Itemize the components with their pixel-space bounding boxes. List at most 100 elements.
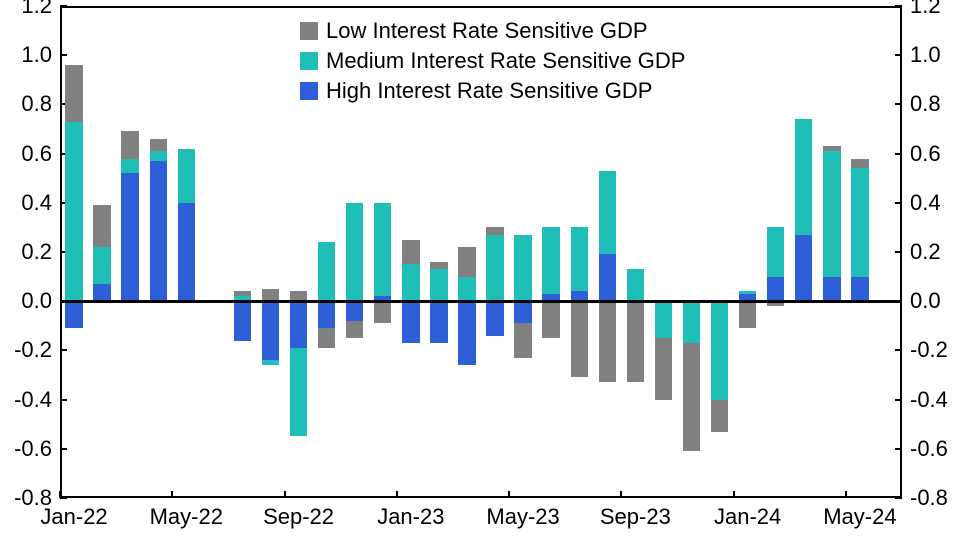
y-tick-right [895,448,902,450]
legend-label: Low Interest Rate Sensitive GDP [326,18,648,44]
legend-item: Medium Interest Rate Sensitive GDP [300,48,685,74]
bar-segment-high [599,254,616,301]
legend-item: Low Interest Rate Sensitive GDP [300,18,685,44]
bar-segment-medium [121,159,138,174]
bar-segment-medium [290,348,307,437]
bar-segment-high [65,301,82,328]
x-tick-label: May-23 [473,504,573,530]
y-tick-label-left: 1.2 [0,0,52,19]
bar-segment-medium [599,171,616,255]
bar-segment-medium [150,151,167,161]
y-tick-label-right: 0.2 [910,239,960,265]
x-tick [171,491,173,498]
bar-segment-high [234,301,251,340]
x-tick-label: May-24 [810,504,910,530]
bar-segment-medium [683,301,700,343]
bar-segment-medium [627,269,644,301]
bar-segment-low [683,343,700,451]
bar-segment-high [430,301,447,343]
bar-segment-medium [318,242,335,301]
bar-segment-medium [458,277,475,302]
bar-segment-high [346,301,363,321]
x-tick [845,491,847,498]
y-tick-label-left: 0.4 [0,190,52,216]
y-tick-left [60,399,67,401]
x-tick [59,491,61,498]
x-tick-label: Jan-24 [698,504,798,530]
y-tick-label-right: -0.6 [910,436,960,462]
x-tick [284,491,286,498]
bar-segment-low [627,301,644,382]
bar-segment-medium [851,168,868,276]
y-tick-right [895,153,902,155]
y-tick-left [60,349,67,351]
y-tick-right [895,5,902,7]
bar-segment-medium [486,235,503,301]
bar-segment-medium [514,235,531,301]
bar-segment-low [430,262,447,269]
bar-segment-high [486,301,503,335]
bar-segment-medium [402,264,419,301]
y-tick-label-right: -0.8 [910,485,960,511]
legend-swatch [300,82,318,100]
y-tick-left [60,448,67,450]
y-tick-label-left: -0.6 [0,436,52,462]
legend-label: Medium Interest Rate Sensitive GDP [326,48,685,74]
bar-segment-high [178,203,195,301]
y-tick-label-left: 0.0 [0,288,52,314]
y-tick-label-left: 0.8 [0,91,52,117]
bar-segment-low [121,131,138,158]
bar-segment-low [655,338,672,400]
bar-segment-medium [374,203,391,296]
bar-segment-low [711,400,728,432]
y-tick-label-left: 0.6 [0,141,52,167]
bar-segment-low [93,205,110,247]
y-tick-label-right: 0.0 [910,288,960,314]
bar-segment-medium [542,227,559,293]
zero-line [60,300,902,303]
y-tick-label-left: -0.4 [0,387,52,413]
chart-container: Low Interest Rate Sensitive GDP Medium In… [0,0,960,541]
y-tick-label-right: 0.4 [910,190,960,216]
x-tick-label: Sep-22 [249,504,349,530]
bar-segment-low [346,321,363,338]
bar-segment-medium [711,301,728,399]
legend-swatch [300,52,318,70]
bar-segment-low [458,247,475,277]
bar-segment-low [851,159,868,169]
bar-segment-medium [346,203,363,301]
axis-line [60,6,902,8]
bar-segment-high [150,161,167,301]
bar-segment-low [486,227,503,234]
bar-segment-high [121,173,138,301]
bar-segment-high [290,301,307,348]
bar-segment-low [374,301,391,323]
bar-segment-low [571,301,588,377]
y-tick-label-right: 1.2 [910,0,960,19]
y-tick-right [895,497,902,499]
bar-segment-low [739,301,756,328]
x-tick [733,491,735,498]
bar-segment-medium [739,291,756,293]
y-tick-right [895,202,902,204]
axis-line [60,496,902,498]
bar-segment-low [150,139,167,151]
bar-segment-medium [823,151,840,276]
bar-segment-low [542,301,559,338]
bar-segment-medium [178,149,195,203]
y-tick-right [895,251,902,253]
bar-segment-high [767,277,784,302]
y-tick-left [60,54,67,56]
bar-segment-low [65,65,82,122]
x-tick-label: Sep-23 [585,504,685,530]
legend-swatch [300,22,318,40]
legend-label: High Interest Rate Sensitive GDP [326,78,652,104]
bar-segment-medium [65,122,82,302]
x-tick-label: May-22 [136,504,236,530]
y-tick-label-right: 0.6 [910,141,960,167]
bar-segment-medium [262,360,279,365]
bar-segment-high [823,277,840,302]
bar-segment-high [795,235,812,301]
bar-segment-high [514,301,531,323]
bar-segment-medium [767,227,784,276]
